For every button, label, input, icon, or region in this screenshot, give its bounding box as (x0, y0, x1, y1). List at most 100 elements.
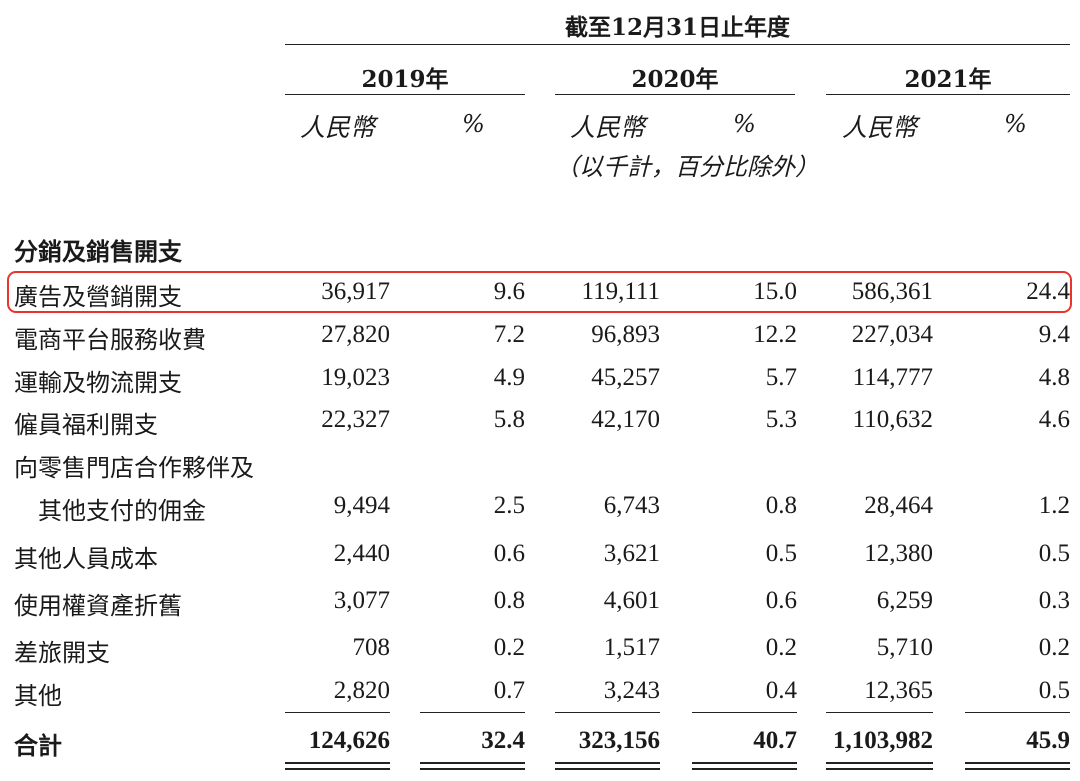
subtotal-rule-p2020 (692, 712, 797, 713)
total-double-rule-v2019-b (285, 768, 390, 770)
cell-v2020: 42,170 (591, 406, 660, 433)
total-label: 合計 (14, 731, 62, 760)
subtotal-rule-p2019 (420, 712, 525, 713)
row-label: 電商平台服務收費 (14, 326, 206, 354)
cell-p2019: 4.9 (493, 364, 525, 391)
total-double-rule-p2020-a (692, 762, 797, 764)
cell-p2020: 0.8 (765, 492, 797, 519)
period-rule (285, 44, 1070, 45)
cell-v2021: 114,777 (852, 364, 933, 391)
subtotal-rule-v2021 (826, 712, 933, 713)
cell-v2019: 2,440 (333, 540, 390, 567)
total-p2019: 32.4 (481, 727, 525, 754)
total-double-rule-v2021-b (826, 768, 933, 770)
row-label: 差旅開支 (14, 639, 110, 667)
row-label: 僱員福利開支 (14, 411, 158, 439)
cell-v2019: 2,820 (333, 677, 390, 704)
total-double-rule-v2020-a (555, 762, 660, 764)
cell-v2020: 4,601 (603, 587, 660, 614)
cell-p2020: 12.2 (753, 321, 797, 348)
cell-p2019: 0.7 (493, 677, 525, 704)
total-double-rule-p2021-a (965, 762, 1070, 764)
cell-p2020: 5.3 (765, 406, 797, 433)
cell-v2021: 5,710 (876, 634, 933, 661)
highlight-box (7, 271, 1072, 313)
unit-note: （以千計，百分比除外） (555, 153, 819, 181)
cell-v2021: 12,365 (864, 677, 933, 704)
row-label: 運輸及物流開支 (14, 369, 182, 397)
cell-v2020: 45,257 (591, 364, 660, 391)
cell-v2020: 119,111 (581, 278, 660, 305)
cell-v2021: 12,380 (864, 540, 933, 567)
row-label: 其他支付的佣金 (38, 497, 206, 525)
cell-p2020: 0.5 (765, 540, 797, 567)
cell-v2021: 586,361 (851, 278, 933, 305)
cell-p2020: 0.6 (765, 587, 797, 614)
cell-v2020: 1,517 (603, 634, 660, 661)
subtotal-rule-p2021 (965, 712, 1070, 713)
total-double-rule-p2019-b (420, 768, 525, 770)
cell-p2021: 9.4 (1038, 321, 1070, 348)
total-double-rule-v2019-a (285, 762, 390, 764)
unit-label-2019: 人民幣 (300, 113, 376, 142)
cell-p2021: 0.5 (1038, 677, 1070, 704)
cell-v2020: 6,743 (603, 492, 660, 519)
year-2019: 2019年 (361, 66, 449, 93)
section-title: 分銷及銷售開支 (14, 237, 182, 266)
year-2021: 2021年 (904, 66, 992, 93)
pct-label-2020: % (733, 110, 756, 138)
unit-label-2020: 人民幣 (570, 113, 646, 142)
cell-p2019: 0.8 (493, 587, 525, 614)
cell-p2019: 2.5 (493, 492, 525, 519)
pct-label-2019: % (462, 110, 485, 138)
period-heading: 截至12月31日止年度 (564, 14, 790, 41)
cell-p2020: 5.7 (765, 364, 797, 391)
cell-p2020: 0.4 (765, 677, 797, 704)
total-double-rule-v2020-b (555, 768, 660, 770)
cell-v2019: 36,917 (321, 278, 390, 305)
total-p2021: 45.9 (1026, 727, 1070, 754)
year-rule-2020 (555, 94, 795, 95)
cell-v2019: 22,327 (321, 406, 390, 433)
year-2020: 2020年 (631, 66, 719, 93)
cell-p2021: 1.2 (1038, 492, 1070, 519)
cell-v2019: 27,820 (321, 321, 390, 348)
total-v2020: 323,156 (578, 727, 660, 754)
total-v2021: 1,103,982 (833, 727, 933, 754)
total-double-rule-p2019-a (420, 762, 525, 764)
cell-v2019: 19,023 (321, 364, 390, 391)
cell-p2019: 7.2 (493, 321, 525, 348)
cell-v2020: 3,621 (603, 540, 660, 567)
cell-v2021: 6,259 (876, 587, 933, 614)
cell-v2021: 110,632 (852, 406, 933, 433)
row-label: 使用權資產折舊 (14, 592, 182, 620)
cell-v2021: 227,034 (851, 321, 933, 348)
cell-v2019: 3,077 (333, 587, 390, 614)
subtotal-rule-v2020 (555, 712, 660, 713)
cell-p2019: 0.2 (493, 634, 525, 661)
cell-p2021: 0.3 (1038, 587, 1070, 614)
cell-p2021: 0.5 (1038, 540, 1070, 567)
cell-p2019: 0.6 (493, 540, 525, 567)
cell-p2021: 24.4 (1026, 278, 1070, 305)
cell-p2021: 0.2 (1038, 634, 1070, 661)
cell-p2019: 5.8 (493, 406, 525, 433)
unit-label-2021: 人民幣 (842, 113, 918, 142)
cell-v2020: 96,893 (591, 321, 660, 348)
cell-v2020: 3,243 (603, 677, 660, 704)
row-label: 廣告及營銷開支 (14, 283, 182, 311)
cell-p2020: 15.0 (753, 278, 797, 305)
cell-p2021: 4.8 (1038, 364, 1070, 391)
cell-p2020: 0.2 (765, 634, 797, 661)
year-rule-2019 (285, 94, 525, 95)
cell-p2019: 9.6 (493, 278, 525, 305)
total-v2019: 124,626 (308, 727, 390, 754)
total-double-rule-v2021-a (826, 762, 933, 764)
subtotal-rule-v2019 (285, 712, 390, 713)
total-p2020: 40.7 (753, 727, 797, 754)
row-label: 其他 (14, 682, 62, 710)
row-label-line1: 向零售門店合作夥伴及 (14, 454, 254, 482)
row-label: 其他人員成本 (14, 545, 158, 573)
year-rule-2021 (826, 94, 1070, 95)
total-double-rule-p2021-b (965, 768, 1070, 770)
